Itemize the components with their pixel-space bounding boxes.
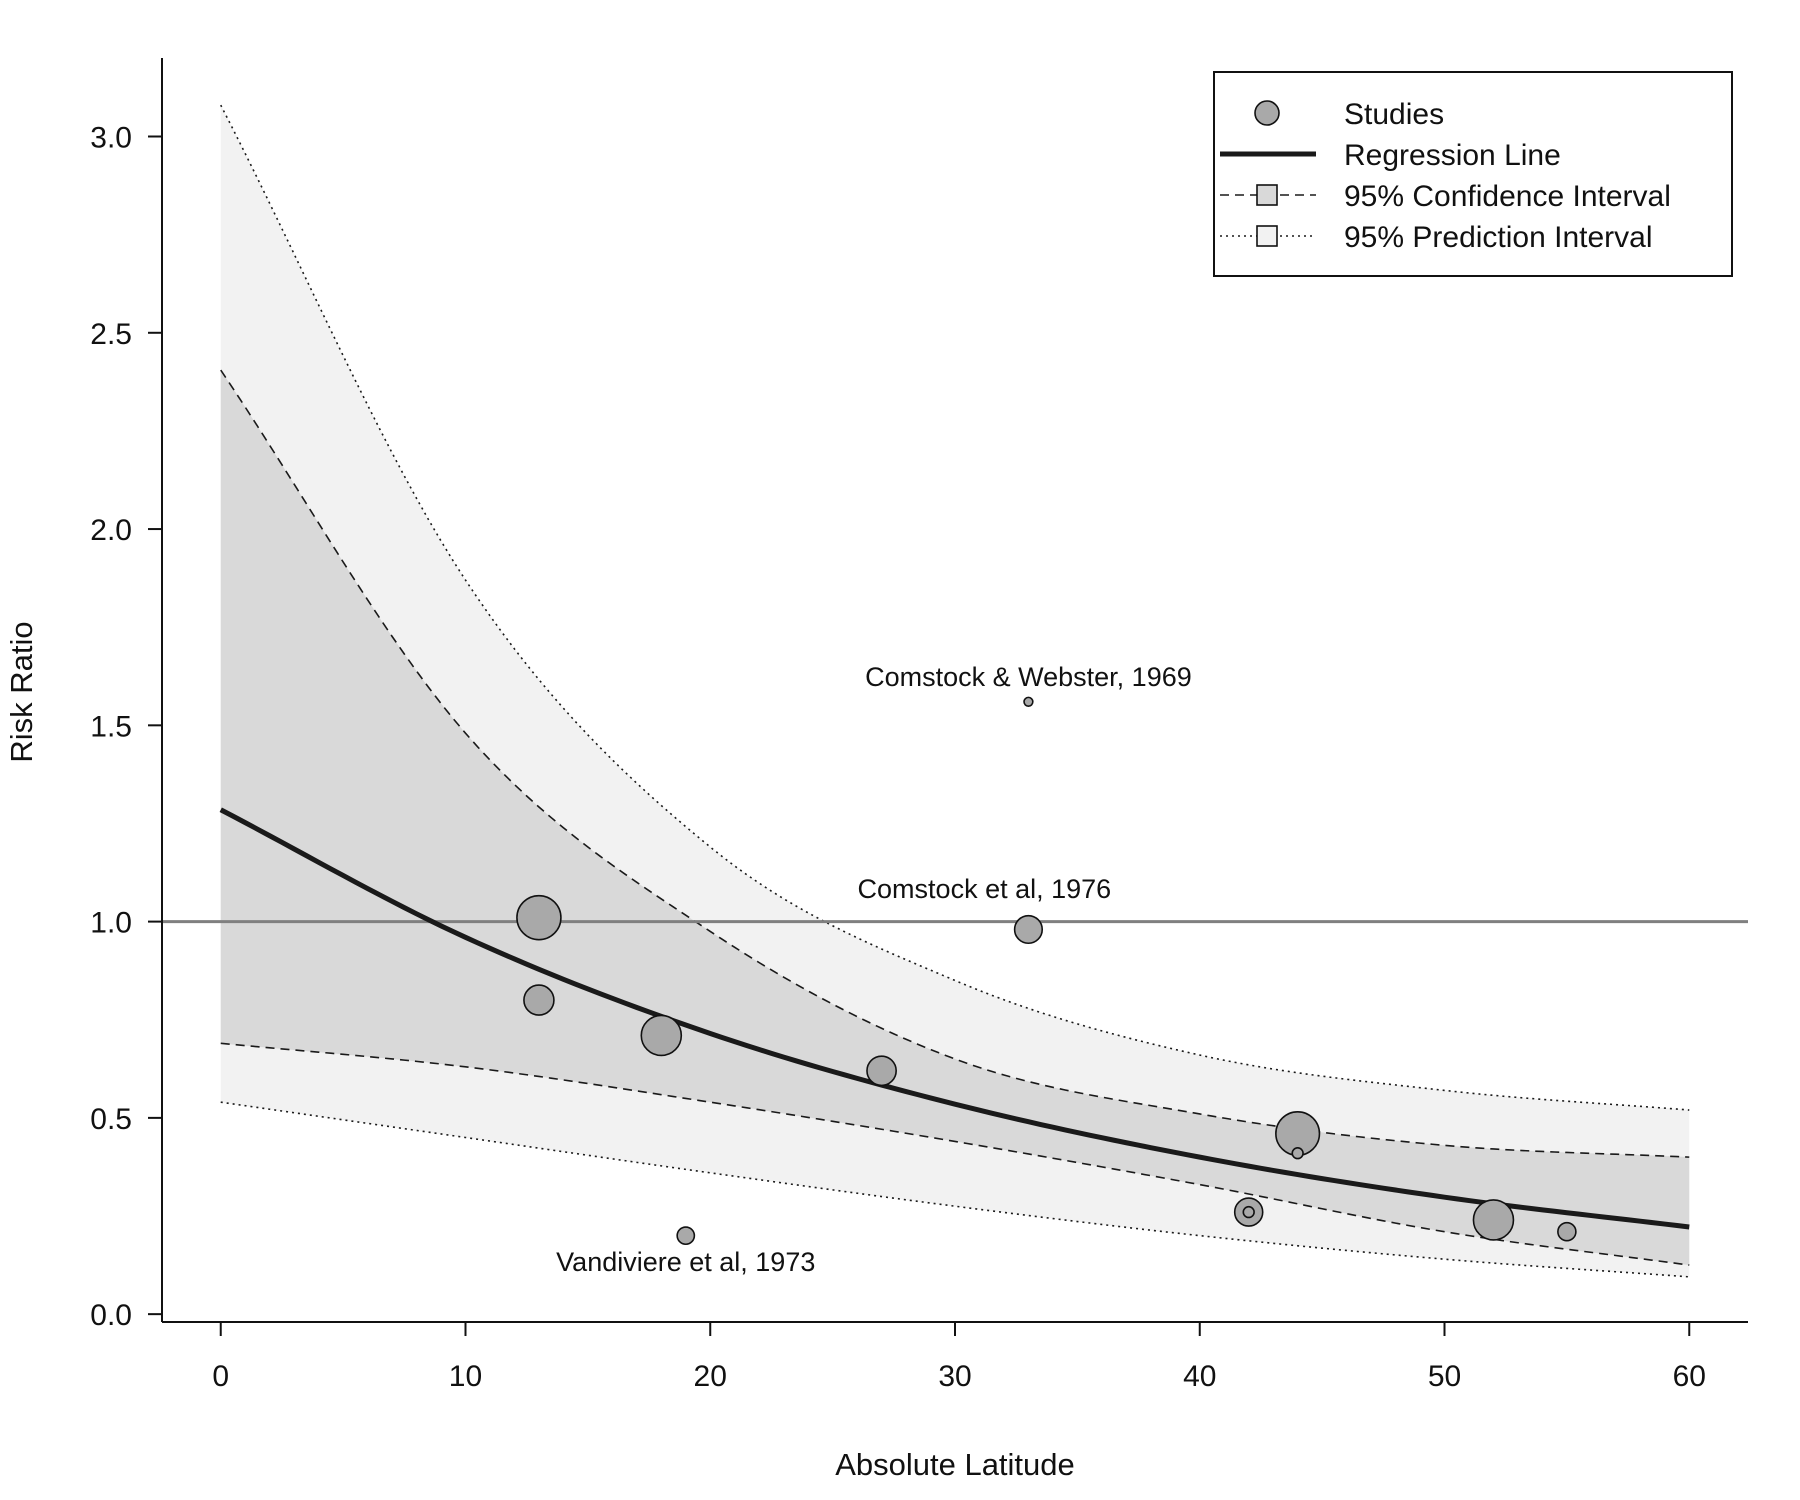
study-point-3	[640, 1014, 683, 1057]
confidence-interval-lower-line	[220, 1042, 1690, 1266]
legend-box	[1213, 71, 1733, 277]
legend-label-studies: Studies	[1344, 98, 1444, 131]
axes: 0 10 20 30 40 50 60 0.0 0.5 1.0 1.5 2.0 2.5 3.0 Abso…	[4, 58, 1748, 1482]
legend-pi-square	[1256, 225, 1278, 247]
y-tick-label: 1.0	[90, 907, 132, 940]
study-point-5	[676, 1226, 696, 1246]
legend: Studies Regression Line 95% Confidence I…	[1213, 71, 1733, 277]
y-tick-label: 1.5	[90, 710, 132, 743]
plot-area	[162, 104, 1748, 1278]
prediction-interval-lower-line	[220, 1101, 1690, 1278]
study-point-13	[1557, 1221, 1577, 1242]
x-tick-label: 50	[1428, 1360, 1461, 1393]
confidence-interval-band	[220, 370, 1690, 1266]
prediction-interval-upper-line	[220, 104, 1690, 1111]
study-point-1	[516, 894, 562, 941]
x-tick-label: 60	[1673, 1360, 1706, 1393]
legend-studies-symbol	[1254, 100, 1280, 126]
study-point-4	[866, 1055, 897, 1087]
annotation-vandiviere: Vandiviere et al, 1973	[556, 1247, 815, 1277]
x-tick-label: 40	[1183, 1360, 1216, 1393]
y-tick-label: 2.5	[90, 318, 132, 351]
annotation-comstock-1976: Comstock et al, 1976	[858, 874, 1112, 904]
y-tick-label: 0.0	[90, 1299, 132, 1332]
legend-label-pi: 95% Prediction Interval	[1344, 221, 1653, 254]
study-point-7	[1023, 696, 1034, 707]
confidence-interval-upper-line	[220, 369, 1690, 1158]
study-point-11	[1242, 1205, 1255, 1219]
x-tick-label: 20	[694, 1360, 727, 1393]
y-tick-label: 3.0	[90, 122, 132, 155]
annotations: Comstock & Webster, 1969 Comstock et al,…	[556, 662, 1192, 1277]
study-point-6	[1013, 914, 1044, 945]
x-tick-label: 10	[449, 1360, 482, 1393]
legend-label-regression: Regression Line	[1344, 139, 1561, 172]
legend-ci-square	[1256, 184, 1278, 206]
study-point-12	[1472, 1199, 1515, 1241]
y-tick-label: 0.5	[90, 1103, 132, 1136]
regression-line	[219, 807, 1690, 1230]
study-points	[516, 696, 1577, 1246]
study-point-9	[1291, 1147, 1304, 1160]
y-axis-title: Risk Ratio	[4, 621, 39, 762]
y-axis-ticks: 0.0 0.5 1.0 1.5 2.0 2.5 3.0	[90, 122, 162, 1332]
x-axis-title: Absolute Latitude	[835, 1447, 1075, 1482]
y-tick-label: 2.0	[90, 514, 132, 547]
legend-label-ci: 95% Confidence Interval	[1344, 180, 1671, 213]
x-axis-ticks: 0 10 20 30 40 50 60	[212, 1322, 1706, 1393]
x-tick-label: 0	[212, 1360, 229, 1393]
x-tick-label: 30	[938, 1360, 971, 1393]
study-point-2	[523, 984, 555, 1016]
annotation-comstock-webster: Comstock & Webster, 1969	[865, 662, 1192, 692]
